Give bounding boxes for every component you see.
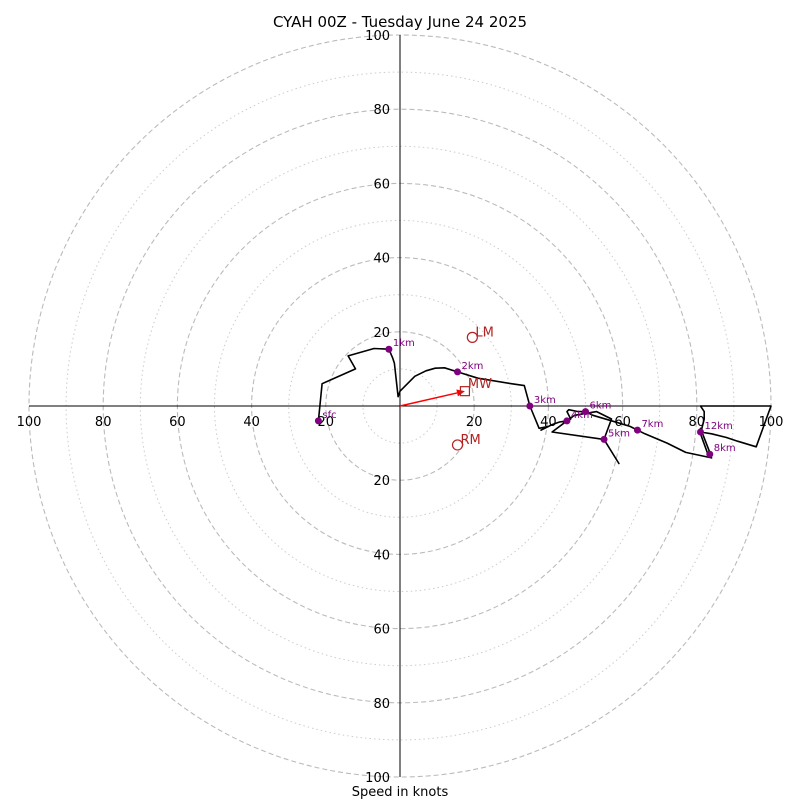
height-marker-label: 8km: [714, 443, 736, 454]
chart-title: CYAH 00Z - Tuesday June 24 2025: [273, 13, 527, 31]
y-tick-label: 80: [373, 103, 390, 118]
mw-storm-motion: MW: [460, 377, 492, 396]
height-marker-label: 3km: [534, 395, 556, 406]
height-marker-dot: [526, 403, 533, 410]
height-marker-dot: [634, 427, 641, 434]
y-tick-label: 100: [365, 29, 390, 44]
y-tick-label: 60: [373, 177, 390, 192]
height-marker-2km: 2km: [454, 361, 483, 376]
height-marker-dot: [563, 417, 570, 424]
height-marker-8km: 8km: [706, 443, 735, 458]
x-tick-label: 60: [169, 415, 186, 430]
lm-label: LM: [475, 325, 493, 340]
y-tick-label: 20: [373, 326, 390, 341]
y-tick-label: 60: [373, 623, 390, 638]
height-marker-label: 12km: [705, 421, 733, 432]
height-marker-label: 2km: [462, 361, 484, 372]
y-tick-label: 100: [365, 771, 390, 786]
rm-storm-motion: RM: [453, 433, 481, 450]
x-tick-label: 80: [95, 415, 112, 430]
hodograph-chart: CYAH 00Z - Tuesday June 24 2025 100 80 60 4…: [0, 0, 800, 800]
height-marker-label: sfc: [322, 410, 336, 421]
height-marker-label: 5km: [608, 428, 630, 439]
x-tick-label: 20: [466, 415, 483, 430]
height-marker-dot: [582, 408, 589, 415]
mean-wind-arrow: [400, 390, 465, 406]
lm-storm-motion: LM: [467, 325, 493, 342]
height-marker-7km: 7km: [634, 419, 663, 434]
mean-wind-arrow-shaft: [400, 393, 457, 406]
mw-label: MW: [468, 377, 492, 392]
y-tick-label: 40: [373, 252, 390, 267]
height-marker-label: 6km: [590, 401, 612, 412]
height-marker-3km: 3km: [526, 395, 555, 410]
rm-label: RM: [461, 433, 481, 448]
height-marker-6km: 6km: [582, 401, 611, 416]
height-marker-dot: [697, 428, 704, 435]
y-tick-label: 20: [373, 474, 390, 489]
height-marker-label: 1km: [393, 338, 415, 349]
storm-motion-markers: LM RM MW: [453, 325, 494, 450]
height-marker-dot: [385, 346, 392, 353]
y-tick-label: 40: [373, 548, 390, 563]
height-marker-label: 7km: [641, 419, 663, 430]
height-marker-dot: [454, 368, 461, 375]
height-marker-dot: [706, 451, 713, 458]
x-tick-label: 100: [17, 415, 42, 430]
x-axis-label: Speed in knots: [352, 785, 449, 800]
height-marker-dot: [601, 436, 608, 443]
x-tick-label: 40: [243, 415, 260, 430]
y-tick-label: 80: [373, 697, 390, 712]
height-marker-dot: [315, 417, 322, 424]
